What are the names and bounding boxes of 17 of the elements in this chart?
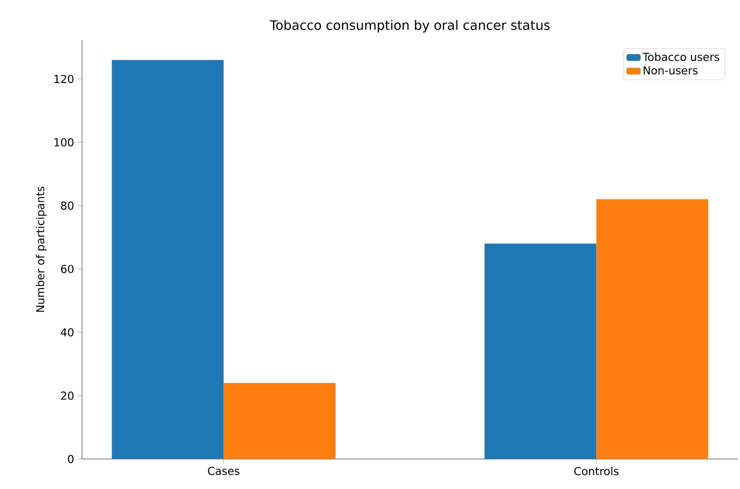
legend-label: Non-users [644, 66, 698, 75]
bar [596, 199, 708, 459]
x-tick-label: Controls [574, 466, 619, 476]
y-tick-label: 80 [61, 201, 74, 210]
y-tick-label: 40 [60, 328, 74, 336]
bar [112, 60, 224, 459]
bar [484, 244, 596, 459]
y-tick-label: 120 [54, 74, 74, 84]
x-tick-label: Cases [208, 466, 240, 476]
y-axis-title: Number of participants [36, 186, 46, 312]
legend-label: Tobacco users [642, 52, 720, 62]
y-tick-label: 100 [54, 138, 74, 146]
chart-title: Tobacco consumption by oral cancer status [270, 20, 550, 32]
bar [224, 382, 336, 459]
y-tick-label: 60 [61, 264, 74, 274]
y-tick-label: 0 [68, 454, 74, 464]
y-tick-label: 20 [61, 392, 74, 400]
